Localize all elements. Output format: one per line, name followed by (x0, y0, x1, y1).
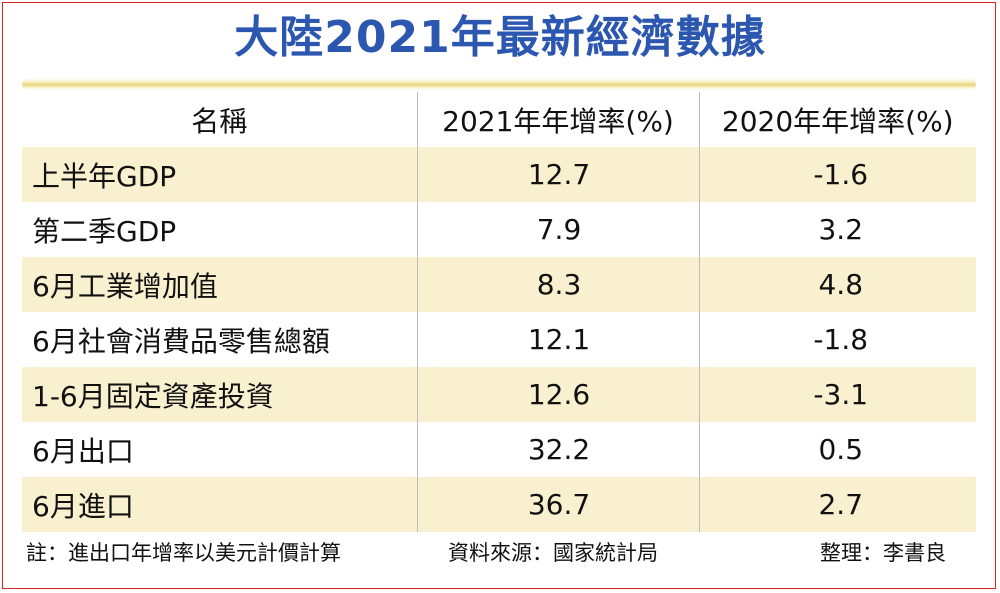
row-name: 6月工業增加值 (22, 257, 417, 312)
row-2020-value: -1.6 (698, 147, 976, 202)
credit: 整理：李書良 (820, 541, 946, 565)
table-row: 上半年GDP 12.7 -1.6 (22, 147, 976, 202)
table-row: 6月出口 32.2 0.5 (22, 422, 976, 477)
page-title: 大陸2021年最新經濟數據 (234, 12, 766, 63)
row-name: 上半年GDP (22, 147, 417, 202)
header-name: 名稱 (22, 92, 417, 147)
data-source: 資料來源：國家統計局 (448, 541, 658, 565)
table-row: 6月工業增加值 8.3 4.8 (22, 257, 976, 312)
header-2021-growth: 2021年年增率(%) (416, 92, 699, 147)
row-2021-value: 32.2 (416, 422, 699, 477)
row-2021-value: 12.6 (416, 367, 699, 422)
table-row: 6月進口 36.7 2.7 (22, 477, 976, 532)
row-2020-value: 3.2 (698, 202, 976, 257)
table-header-row: 名稱 2021年年增率(%) 2020年年增率(%) (22, 92, 976, 147)
row-name: 第二季GDP (32, 214, 177, 248)
row-name: 6月社會消費品零售總額 (32, 324, 330, 358)
row-2020-value: 2.7 (698, 477, 976, 532)
header-2020-growth: 2020年年增率(%) (698, 92, 976, 147)
row-2021-value: 7.9 (416, 202, 699, 257)
table-row: 1-6月固定資產投資 12.6 -3.1 (22, 367, 976, 422)
row-2021-value: 8.3 (416, 257, 699, 312)
row-name: 6月進口 (22, 477, 417, 532)
row-2021-value: 12.7 (416, 147, 699, 202)
row-2021-value: 36.7 (416, 477, 699, 532)
economic-data-table: 名稱 2021年年增率(%) 2020年年增率(%) 上半年GDP 12.7 -… (22, 92, 976, 532)
row-2020-value: 0.5 (698, 422, 976, 477)
title-underline (22, 78, 976, 90)
row-2020-value: 4.8 (698, 257, 976, 312)
row-name: 1-6月固定資產投資 (22, 367, 417, 422)
row-2020-value: -3.1 (698, 367, 976, 422)
row-2021-value: 12.1 (416, 312, 699, 367)
table-row: 6月社會消費品零售總額 12.1 -1.8 (22, 312, 976, 367)
row-name: 6月出口 (32, 434, 134, 468)
table-row: 第二季GDP 7.9 3.2 (22, 202, 976, 257)
footnote: 註：進出口年增率以美元計價計算 (26, 541, 341, 565)
row-2020-value: -1.8 (698, 312, 976, 367)
